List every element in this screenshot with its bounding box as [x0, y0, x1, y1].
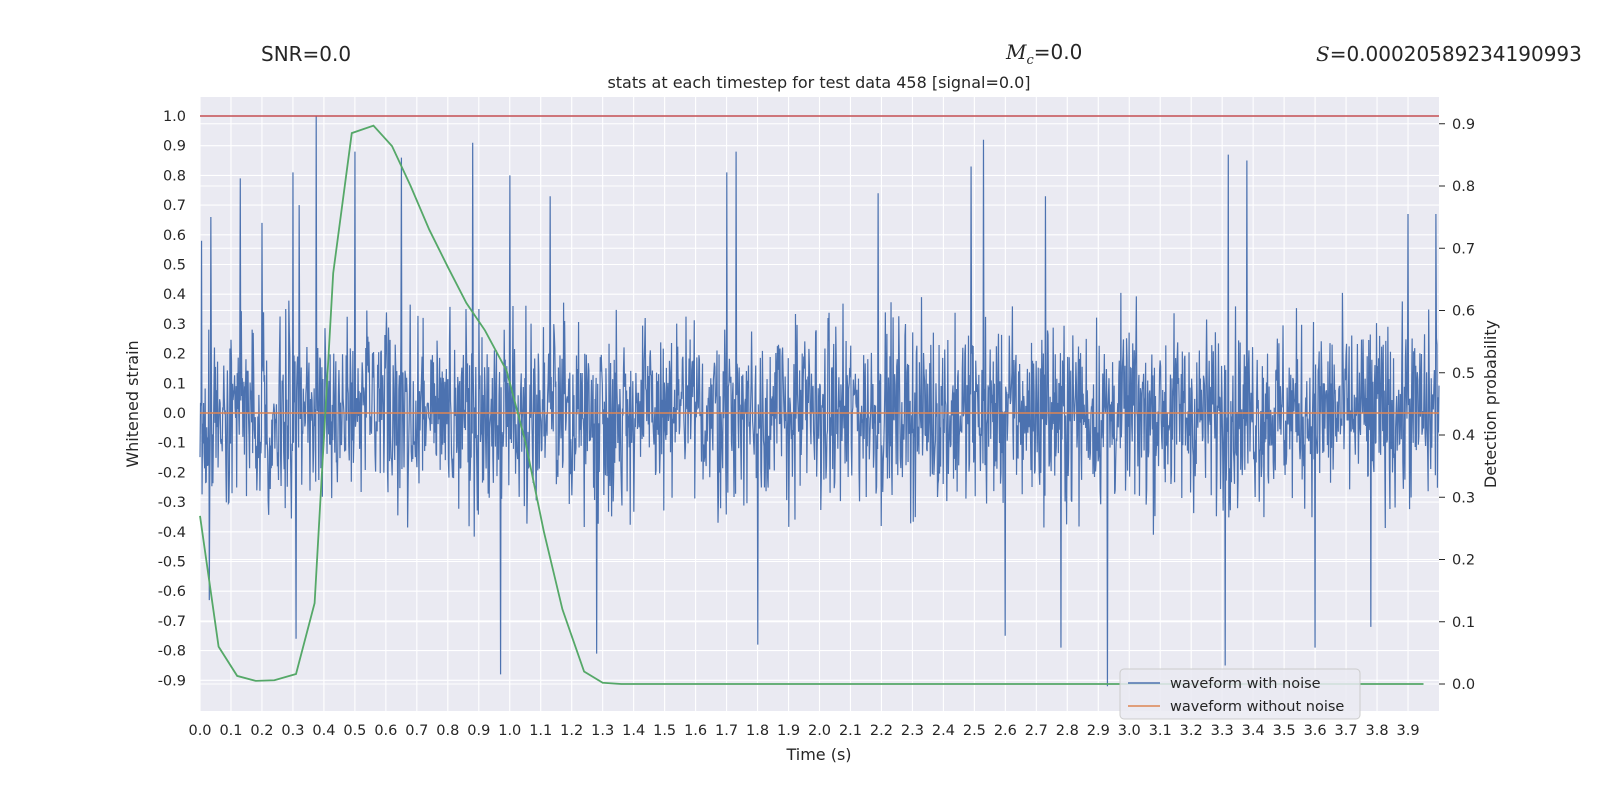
x-tick-label: 3.8: [1366, 723, 1389, 739]
x-tick-label: 1.2: [560, 723, 583, 739]
y-axis-label-right: Detection probability: [1481, 320, 1500, 488]
y-left-tick-label: -0.2: [158, 465, 186, 481]
x-tick-label: 0.2: [250, 723, 273, 739]
y-left-tick-label: -0.3: [158, 495, 186, 511]
y-left-tick-label: -0.7: [158, 614, 186, 630]
y-left-tick-label: -0.4: [158, 525, 186, 541]
x-tick-label: 2.7: [1025, 723, 1048, 739]
y-left-tick-label: 0.9: [163, 139, 186, 155]
x-tick-label: 2.2: [870, 723, 893, 739]
x-tick-label: 0.0: [188, 723, 211, 739]
x-tick-label: 1.5: [653, 723, 676, 739]
x-tick-label: 3.7: [1335, 723, 1358, 739]
x-tick-label: 1.3: [591, 723, 614, 739]
chirp-mass-value: =0.0: [1033, 40, 1083, 64]
legend-label-clean: waveform without noise: [1170, 699, 1344, 715]
x-tick-label: 3.2: [1180, 723, 1203, 739]
x-tick-label: 3.1: [1149, 723, 1172, 739]
legend-label-noise: waveform with noise: [1170, 676, 1321, 692]
x-tick-label: 3.0: [1118, 723, 1141, 739]
x-tick-label: 0.4: [312, 723, 335, 739]
y-left-tick-label: -0.9: [158, 673, 186, 689]
y-left-tick-label: 0.0: [163, 406, 186, 422]
x-tick-label: 2.6: [994, 723, 1017, 739]
y-right-tick-label: 0.1: [1452, 615, 1475, 631]
x-tick-label: 0.6: [374, 723, 397, 739]
x-tick-label: 1.1: [529, 723, 552, 739]
x-tick-label: 1.6: [684, 723, 707, 739]
x-tick-label: 2.0: [808, 723, 831, 739]
x-tick-label: 2.1: [839, 723, 862, 739]
chart-title: stats at each timestep for test data 458…: [607, 73, 1030, 92]
x-tick-label: 0.3: [281, 723, 304, 739]
x-tick-labels: 0.0 0.1 0.2 0.3 0.4 0.5 0.6 0.7 0.8 0.9 1.0 1.1 1.2 1…: [188, 723, 1419, 739]
x-tick-label: 2.9: [1087, 723, 1110, 739]
y-left-tick-label: 0.5: [163, 258, 186, 274]
x-tick-label: 0.7: [405, 723, 428, 739]
y-right-tick-label: 0.8: [1452, 179, 1475, 195]
series-detection-probability: [199, 124, 1424, 685]
x-tick-label: 1.0: [498, 723, 521, 739]
y-right-tick-label: 0.0: [1452, 677, 1475, 693]
y-left-tick-label: 0.2: [163, 347, 186, 363]
stat-header: S=0.00020589234190993: [1316, 42, 1582, 66]
y-right-tick-label: 0.5: [1452, 366, 1475, 382]
x-tick-label: 2.5: [963, 723, 986, 739]
x-tick-label: 1.9: [777, 723, 800, 739]
x-tick-label: 3.6: [1304, 723, 1327, 739]
y-left-tick-label: 0.7: [163, 198, 186, 214]
snr-header: SNR=0.0: [261, 42, 352, 66]
y-left-tick-labels: 1.0 0.9 0.8 0.7 0.6 0.5 0.4 0.3 0.2 0.1 0.0 -0.1 -0.…: [158, 109, 186, 689]
y-left-tick-label: -0.1: [158, 436, 186, 452]
y-right-tick-label: 0.2: [1452, 553, 1475, 569]
x-tick-label: 2.4: [932, 723, 955, 739]
y-left-tick-label: 0.8: [163, 168, 186, 184]
y-right-tick-label: 0.6: [1452, 304, 1475, 320]
y-left-tick-label: 0.1: [163, 376, 186, 392]
series-waveform-with-noise: [199, 115, 1440, 687]
y-right-tick-label: 0.3: [1452, 490, 1475, 506]
x-tick-label: 1.8: [746, 723, 769, 739]
y-left-tick-label: -0.8: [158, 644, 186, 660]
x-tick-label: 0.8: [436, 723, 459, 739]
y-right-tick-label: 0.9: [1452, 117, 1475, 133]
x-tick-label: 2.8: [1056, 723, 1079, 739]
y-left-tick-label: 1.0: [163, 109, 186, 125]
y-left-tick-label: 0.6: [163, 228, 186, 244]
x-tick-label: 3.4: [1242, 723, 1265, 739]
y-right-tick-labels: 0.9 0.8 0.7 0.6 0.5 0.4 0.3 0.2 0.1 0.0: [1439, 117, 1475, 693]
y-left-tick-label: 0.3: [163, 317, 186, 333]
x-tick-label: 3.5: [1273, 723, 1296, 739]
x-tick-label: 1.4: [622, 723, 645, 739]
legend-box: [1119, 668, 1361, 720]
x-tick-label: 1.7: [715, 723, 738, 739]
legend: waveform with noise waveform without noi…: [1119, 668, 1361, 720]
y-left-tick-label: 0.4: [163, 287, 186, 303]
x-tick-label: 3.3: [1211, 723, 1234, 739]
plot-area: [199, 115, 1440, 687]
y-axis-label-left: Whitened strain: [123, 340, 142, 467]
y-right-tick-label: 0.7: [1452, 241, 1475, 257]
x-axis-label: Time (s): [785, 745, 851, 764]
x-tick-label: 2.3: [901, 723, 924, 739]
y-left-tick-label: -0.6: [158, 584, 186, 600]
x-tick-label: 0.9: [467, 723, 490, 739]
y-left-tick-label: -0.5: [158, 555, 186, 571]
chirp-mass-header: Mc=0.0: [1006, 40, 1083, 68]
x-tick-label: 3.9: [1396, 723, 1419, 739]
stat-value: =0.00020589234190993: [1329, 42, 1582, 66]
x-tick-label: 0.5: [343, 723, 366, 739]
y-right-tick-label: 0.4: [1452, 428, 1475, 444]
x-tick-label: 0.1: [219, 723, 242, 739]
